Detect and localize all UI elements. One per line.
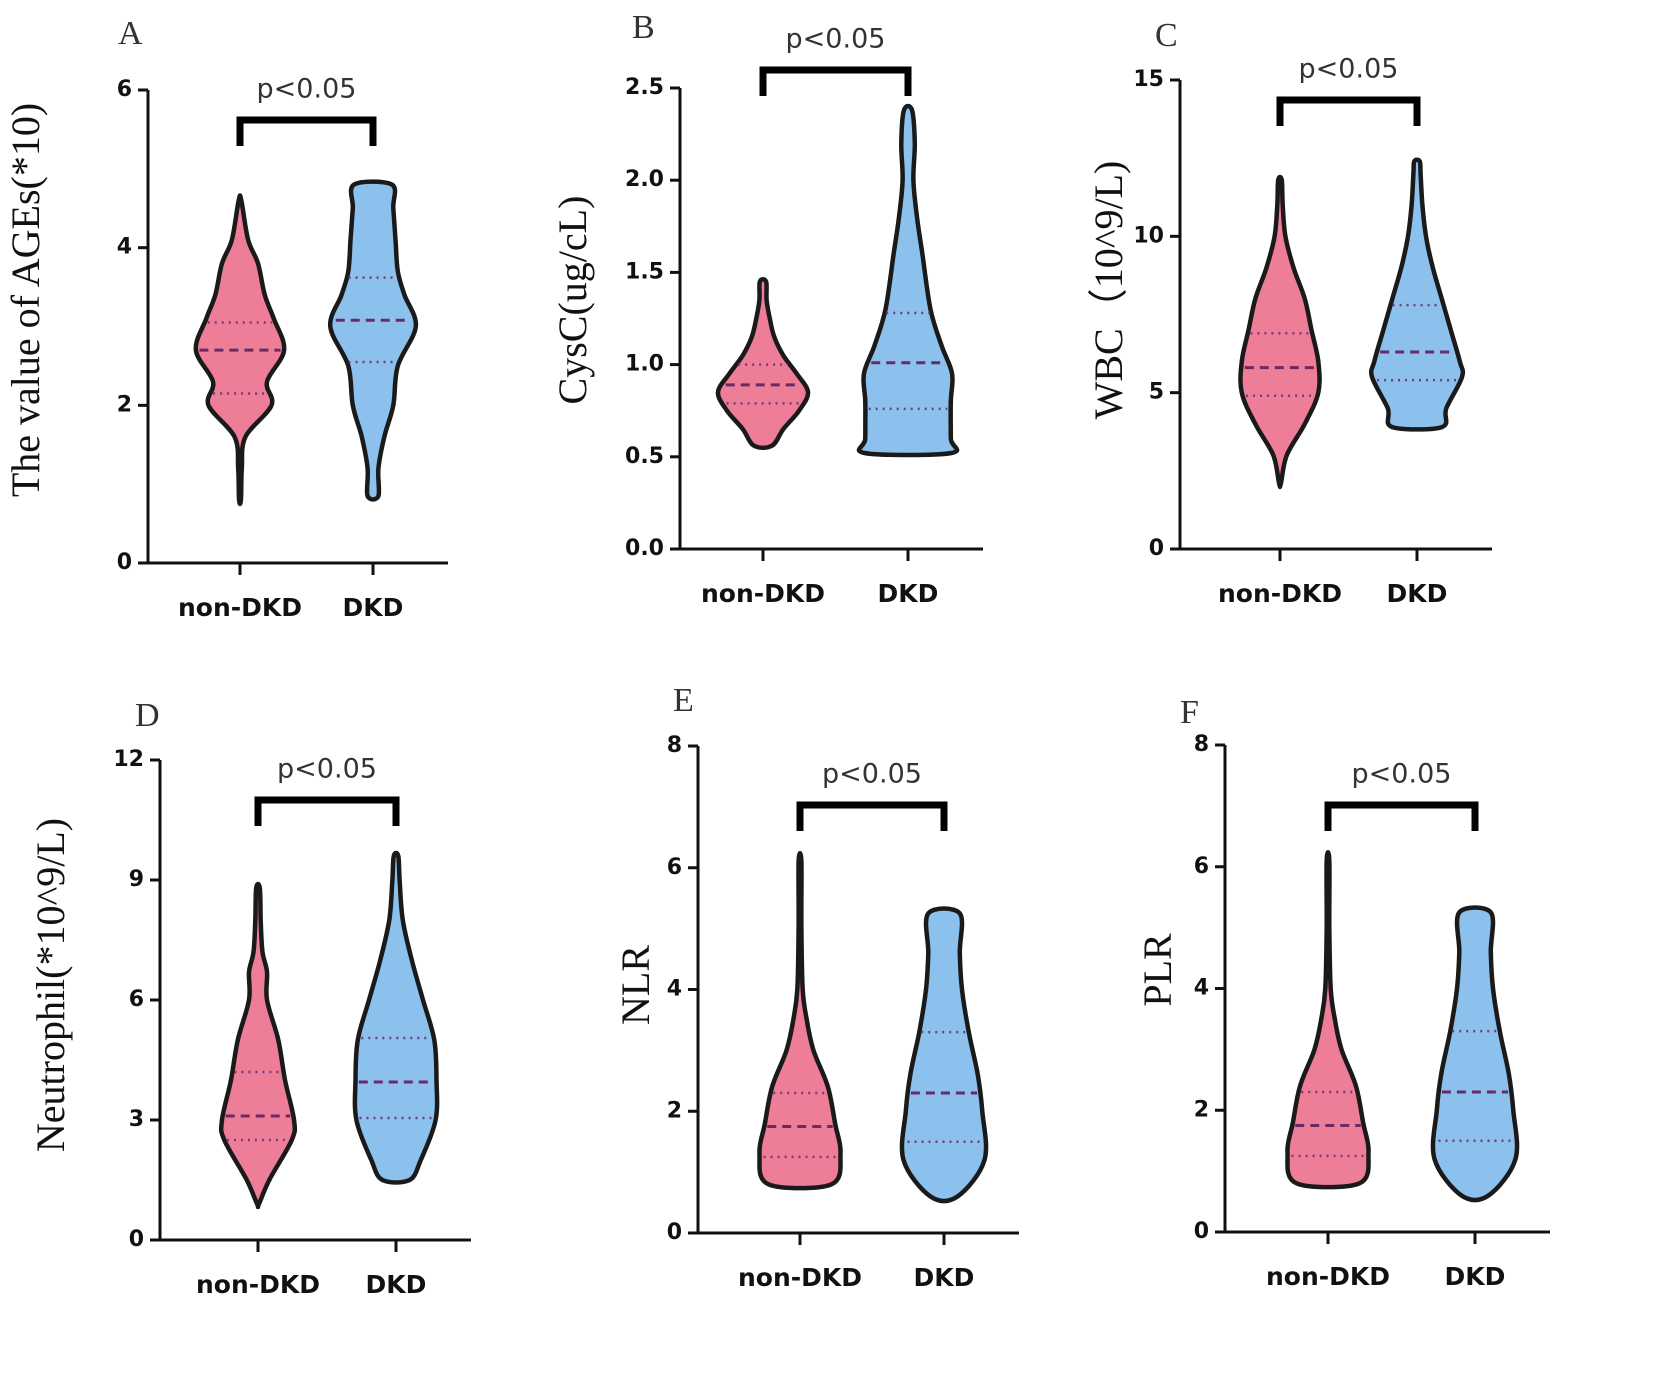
y-tick-label: 4 [117, 235, 132, 260]
y-tick-label: 0 [117, 550, 132, 575]
violin-dkd [1430, 905, 1520, 1203]
panel-a: A The value of AGEs(*10) 0 2 4 6 non-DKD DKD p<0… [3, 15, 448, 622]
p-value-label: p<0.05 [1352, 759, 1452, 790]
p-value-label: p<0.05 [822, 759, 922, 790]
y-axis-label: CysC(ug/cL) [550, 196, 595, 405]
y-tick-label: 4 [1194, 976, 1209, 1001]
x-category-label: non-DKD [738, 1263, 862, 1292]
x-category-label: non-DKD [1266, 1262, 1390, 1291]
y-tick-label: 15 [1133, 67, 1164, 92]
y-tick-label: 8 [667, 733, 682, 758]
violin-non-dkd [193, 193, 287, 507]
y-tick-label: 8 [1194, 732, 1209, 757]
x-category-label: DKD [1445, 1262, 1506, 1291]
significance-bracket [236, 116, 377, 146]
p-value-label: p<0.05 [1299, 54, 1399, 85]
x-category-label: non-DKD [1218, 579, 1342, 608]
panel-letter: F [1180, 694, 1199, 731]
y-axis-label: WBC（10^9/L) [1086, 161, 1131, 420]
y-axis-label: NLR [613, 945, 658, 1025]
panel-letter: B [632, 9, 655, 46]
significance-bracket [1324, 801, 1479, 831]
y-tick-label: 1.5 [625, 259, 664, 284]
significance-bracket [254, 796, 400, 826]
y-axis-label: The value of AGEs(*10) [3, 103, 48, 497]
y-tick-label: 6 [1194, 854, 1209, 879]
panel-e: E NLR 0 2 4 6 8 non-DKD DKD p<0.05 [613, 682, 1019, 1292]
panel-c: C WBC（10^9/L) 0 5 10 15 non-DKD DKD p<0.05 [1086, 17, 1492, 608]
x-category-label: DKD [366, 1270, 427, 1299]
x-category-label: DKD [1387, 579, 1448, 608]
significance-bracket [1276, 96, 1421, 126]
violin-dkd [856, 103, 960, 458]
violin-non-dkd [715, 277, 811, 451]
x-category-label: non-DKD [178, 593, 302, 622]
y-tick-label: 5 [1149, 380, 1164, 405]
y-tick-label: 0 [129, 1227, 144, 1252]
p-value-label: p<0.05 [277, 754, 377, 785]
x-category-label: DKD [343, 593, 404, 622]
y-tick-label: 3 [129, 1107, 144, 1132]
violin-non-dkd [757, 851, 843, 1191]
y-tick-label: 0 [667, 1220, 682, 1245]
significance-bracket [759, 66, 912, 96]
p-value-label: p<0.05 [257, 74, 357, 105]
y-tick-label: 0.0 [625, 536, 664, 561]
y-tick-label: 10 [1133, 223, 1164, 248]
y-tick-label: 12 [113, 747, 144, 772]
y-tick-label: 2 [667, 1098, 682, 1123]
x-category-label: DKD [914, 1263, 975, 1292]
y-tick-label: 2.0 [625, 167, 664, 192]
y-tick-label: 2.5 [625, 75, 664, 100]
violin-non-dkd [1238, 174, 1322, 490]
y-axis-label: Neutrophil(*10^9/L) [28, 818, 73, 1152]
violin-non-dkd [218, 881, 298, 1210]
y-tick-label: 0.5 [625, 444, 664, 469]
panel-letter: A [118, 15, 143, 52]
violin-dkd [899, 906, 989, 1204]
p-value-label: p<0.05 [786, 24, 886, 55]
violin-dkd [328, 179, 419, 502]
y-tick-label: 2 [1194, 1097, 1209, 1122]
y-tick-label: 6 [117, 77, 132, 102]
y-tick-label: 9 [129, 867, 144, 892]
x-category-label: non-DKD [196, 1270, 320, 1299]
violin-non-dkd [1285, 850, 1371, 1190]
panel-letter: C [1155, 17, 1178, 54]
y-tick-label: 0 [1194, 1219, 1209, 1244]
panel-f: F PLR 0 2 4 6 8 non-DKD DKD p<0.05 [1135, 694, 1550, 1291]
panel-b: B CysC(ug/cL) 0.0 0.5 1.0 1.5 2.0 2.5 non-DKD DKD… [550, 9, 983, 608]
significance-bracket [796, 801, 948, 831]
panel-letter: E [673, 682, 694, 719]
panel-letter: D [135, 697, 160, 734]
y-tick-label: 1.0 [625, 352, 664, 377]
x-category-label: DKD [878, 579, 939, 608]
y-axis-label: PLR [1135, 933, 1180, 1007]
y-tick-label: 0 [1149, 536, 1164, 561]
violin-dkd [352, 850, 440, 1185]
violin-dkd [1368, 157, 1466, 432]
x-category-label: non-DKD [701, 579, 825, 608]
y-tick-label: 2 [117, 392, 132, 417]
y-tick-label: 6 [667, 855, 682, 880]
y-tick-label: 4 [667, 977, 682, 1002]
panel-d: D Neutrophil(*10^9/L) 0 3 6 9 12 non-DKD DKD p<0.… [28, 697, 471, 1299]
y-tick-label: 6 [129, 987, 144, 1012]
